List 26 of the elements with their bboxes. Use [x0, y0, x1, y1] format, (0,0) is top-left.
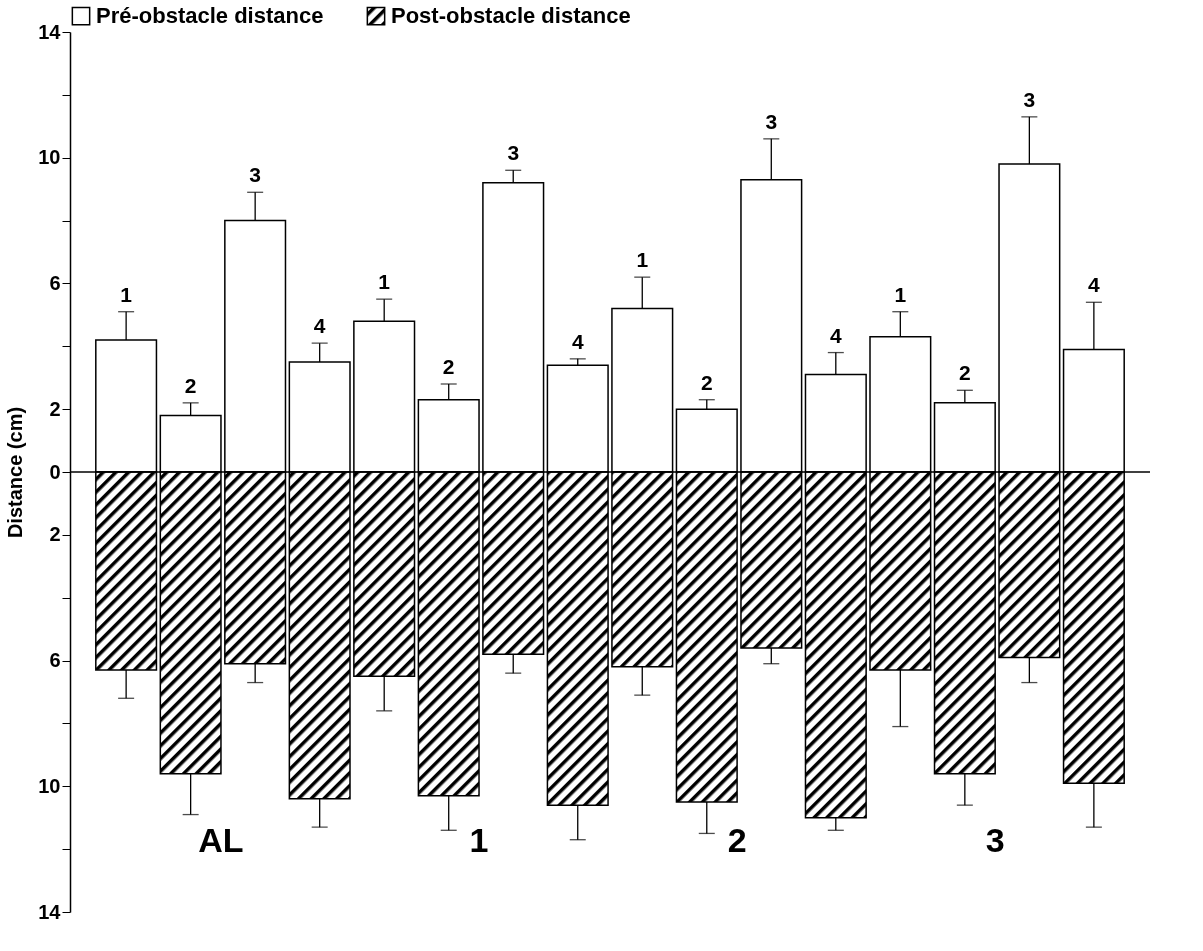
y-tick-label: 2 [49, 397, 61, 420]
x-tick-label: 1 [378, 270, 391, 294]
annotation: 2 [727, 821, 747, 859]
legend-label: Pré-obstacle distance [96, 3, 324, 29]
x-tick-label: 2 [700, 370, 713, 394]
x-tick-label: 4 [1088, 273, 1101, 297]
legend-label: Post-obstacle distance [391, 3, 631, 29]
y-tick-label: 10 [38, 774, 61, 797]
annotation: 1 [469, 821, 489, 859]
x-tick-label: 1 [894, 282, 907, 306]
y-tick-label: 14 [38, 20, 62, 43]
y-tick-label: 0 [49, 460, 61, 483]
y-tick-label: 6 [49, 271, 61, 294]
y-axis-title: Distance (cm) [4, 406, 27, 539]
y-tick-label: 10 [38, 146, 61, 169]
x-tick-label: 1 [120, 282, 133, 306]
y-tick-label: 2 [49, 523, 61, 546]
x-tick-label: 2 [184, 373, 197, 397]
y-tick-label: 6 [49, 649, 61, 672]
x-tick-label: 4 [829, 323, 842, 347]
annotation: AL [198, 821, 244, 859]
x-tick-label: 4 [571, 329, 584, 353]
y-tick-label: 14 [38, 900, 62, 923]
x-tick-label: 4 [313, 314, 326, 338]
x-tick-label: 2 [958, 361, 971, 385]
annotation: 3 [985, 821, 1005, 859]
